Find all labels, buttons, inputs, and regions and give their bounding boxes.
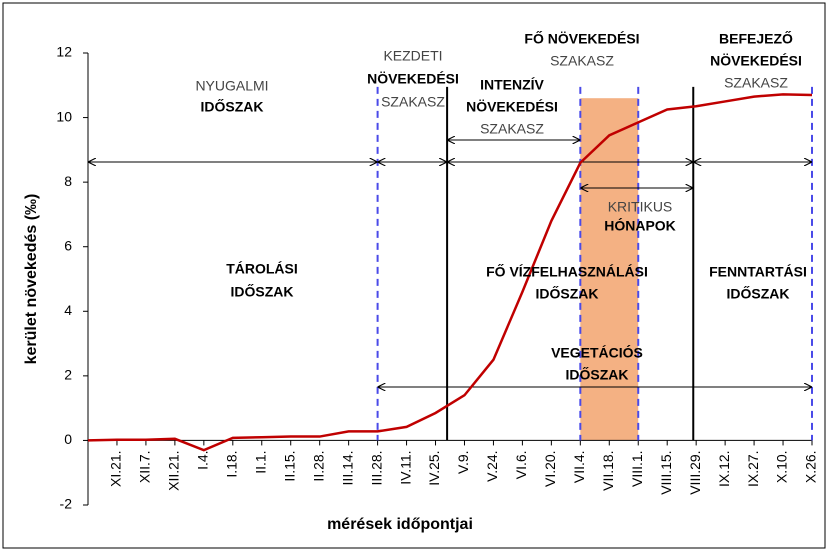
x-tick-label: XI.21. bbox=[108, 450, 124, 487]
annotation: BEFEJEZŐ bbox=[719, 30, 793, 47]
data-line bbox=[87, 93, 813, 452]
annotation: FENNTARTÁSI bbox=[709, 264, 807, 280]
annotation: FŐ NÖVEKEDÉSI bbox=[524, 30, 639, 47]
y-tick-label: 10 bbox=[56, 108, 72, 124]
x-tick-label: V.24. bbox=[484, 450, 500, 481]
y-tick-label: 2 bbox=[64, 367, 72, 383]
x-tick-label: II.15. bbox=[281, 450, 297, 481]
x-tick-label: XII.7. bbox=[137, 450, 153, 483]
x-tick-label: XII.21. bbox=[166, 450, 182, 490]
x-tick-label: VII.4. bbox=[571, 450, 587, 483]
x-tick-label: VIII.1. bbox=[629, 450, 645, 487]
annotation: VEGETÁCIÓS bbox=[551, 344, 643, 361]
y-tick-label: 12 bbox=[56, 44, 72, 60]
x-tick-label: V.9. bbox=[455, 450, 471, 474]
annotation: IDŐSZAK bbox=[231, 283, 294, 300]
x-tick-label: IV.25. bbox=[426, 450, 442, 485]
x-tick-label: I.18. bbox=[224, 450, 240, 477]
x-tick-label: VIII.29. bbox=[687, 450, 703, 494]
x-tick-label: II.1. bbox=[252, 450, 268, 473]
x-tick-label: X.26. bbox=[803, 450, 819, 483]
annotation: KEZDETI bbox=[383, 48, 442, 64]
x-tick-label: I.4. bbox=[195, 450, 211, 469]
annotation: IDŐSZAK bbox=[727, 285, 790, 302]
x-tick-label: VI.20. bbox=[542, 450, 558, 487]
y-tick-label: 4 bbox=[64, 302, 72, 318]
x-tick-label: III.28. bbox=[368, 450, 384, 485]
annotation: SZAKASZ bbox=[381, 94, 445, 110]
x-tick-label: IX.27. bbox=[745, 450, 761, 487]
x-axis-title: mérések időpontjai bbox=[327, 516, 473, 533]
x-tick-label: IX.12. bbox=[716, 450, 732, 487]
annotation: IDŐSZAK bbox=[201, 98, 264, 115]
x-tick-label: VIII.15. bbox=[658, 450, 674, 494]
annotation: HÓNAPOK bbox=[604, 217, 676, 234]
annotation: SZAKASZ bbox=[550, 53, 614, 69]
x-tick-label: X.10. bbox=[774, 450, 790, 483]
annotation: NYUGALMI bbox=[195, 78, 268, 94]
y-axis-title: kerület növekedés (‰) bbox=[23, 194, 40, 365]
annotation: INTENZÍV bbox=[480, 77, 544, 93]
x-tick-label: VII.18. bbox=[600, 450, 616, 490]
annotation: KRITIKUS bbox=[608, 199, 673, 215]
annotation: NÖVEKEDÉSI bbox=[367, 71, 459, 87]
annotation: TÁROLÁSI bbox=[226, 261, 298, 277]
annotation: IDŐSZAK bbox=[536, 285, 599, 302]
y-tick-label: 6 bbox=[64, 237, 72, 253]
y-tick-label: -2 bbox=[60, 496, 73, 512]
annotation: FŐ VÍZFELHASZNÁLÁSI bbox=[486, 263, 648, 280]
x-tick-label: VI.6. bbox=[513, 450, 529, 479]
y-tick-label: 0 bbox=[64, 431, 72, 447]
annotation: NÖVEKEDÉSI bbox=[466, 99, 558, 115]
x-tick-label: II.28. bbox=[310, 450, 326, 481]
y-tick-label: 8 bbox=[64, 173, 72, 189]
annotation: NÖVEKEDÉSI bbox=[710, 53, 802, 69]
annotation: IDŐSZAK bbox=[566, 366, 629, 383]
annotation: SZAKASZ bbox=[480, 121, 544, 137]
x-tick-label: III.14. bbox=[339, 450, 355, 485]
x-tick-label: IV.11. bbox=[397, 450, 413, 484]
annotation: SZAKASZ bbox=[724, 75, 788, 91]
